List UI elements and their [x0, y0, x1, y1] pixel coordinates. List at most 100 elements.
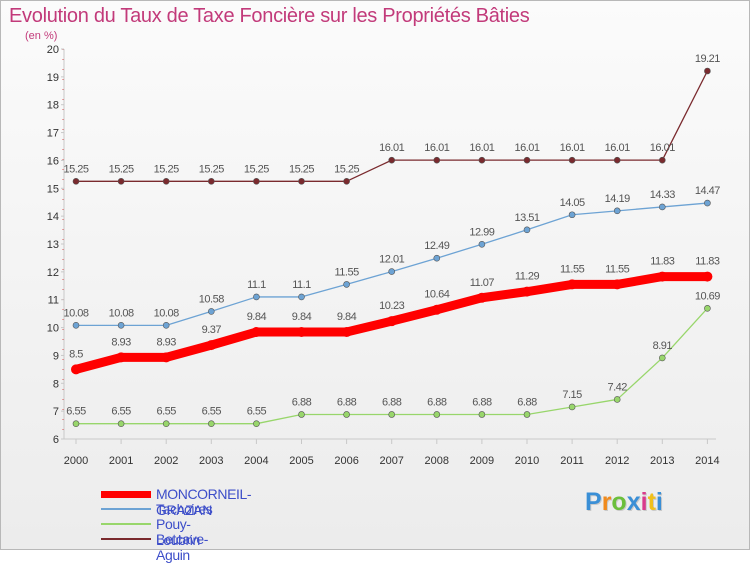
data-label: 8.93: [111, 336, 131, 348]
y-tick-label: 11: [48, 295, 59, 307]
data-label: 11.55: [605, 263, 630, 275]
data-point: [341, 327, 352, 338]
x-tick-label: 2008: [425, 455, 449, 467]
data-label: 16.01: [650, 142, 675, 154]
data-point: [343, 411, 350, 418]
data-label: 16.01: [560, 142, 585, 154]
chart-title: Evolution du Taux de Taxe Foncière sur l…: [9, 5, 530, 27]
data-point: [567, 279, 578, 290]
data-point: [613, 207, 621, 215]
data-label: 15.25: [244, 163, 269, 175]
data-point: [72, 322, 80, 329]
proxiti-logo: Proxiti: [585, 488, 663, 517]
logo-letter: x: [626, 488, 641, 516]
data-label: 6.88: [292, 396, 312, 408]
data-label: 8.5: [69, 348, 83, 360]
data-label: 12.49: [424, 240, 449, 252]
data-point: [478, 156, 486, 164]
data-label: 15.25: [289, 163, 314, 175]
data-point: [343, 178, 350, 185]
data-label: 9.37: [202, 324, 222, 336]
data-point: [208, 420, 215, 427]
data-label: 6.55: [66, 406, 86, 418]
data-point: [71, 364, 81, 375]
y-tick-label: 12: [47, 267, 59, 279]
data-label: 15.25: [109, 163, 134, 175]
data-point: [296, 327, 307, 338]
y-tick-label: 13: [47, 239, 59, 251]
data-point: [478, 411, 486, 418]
data-point: [208, 178, 215, 185]
y-tick-label: 10: [47, 323, 59, 335]
x-tick-label: 2012: [605, 455, 629, 467]
data-point: [72, 420, 80, 427]
data-point: [478, 240, 486, 248]
data-label: 10.08: [154, 307, 179, 319]
data-point: [386, 316, 397, 327]
data-point: [343, 281, 350, 288]
data-point: [162, 420, 170, 427]
y-tick-label: 15: [47, 183, 59, 195]
data-label: 10.23: [379, 300, 404, 312]
data-label: 14.05: [560, 197, 585, 209]
data-label: 6.88: [427, 396, 447, 408]
data-point: [388, 411, 396, 418]
data-point: [298, 293, 305, 301]
data-point: [613, 156, 621, 164]
data-label: 9.84: [292, 311, 312, 323]
data-point: [388, 268, 396, 275]
data-label: 11.1: [247, 279, 266, 291]
data-label: 10.69: [695, 290, 720, 302]
data-label: 10.58: [199, 293, 224, 305]
logo-letter: o: [611, 488, 627, 516]
legend-swatch-tachoires: [101, 508, 151, 510]
y-tick-label: 19: [47, 72, 59, 84]
data-label: 10.64: [424, 289, 449, 301]
data-label: 10.08: [109, 307, 134, 319]
data-label: 11.83: [695, 256, 720, 268]
data-point: [253, 293, 260, 301]
data-label: 6.55: [247, 406, 267, 418]
y-tick-label: 17: [47, 128, 59, 140]
data-point: [206, 340, 217, 351]
data-point: [253, 420, 260, 427]
data-label: 12.01: [379, 254, 404, 266]
logo-letter: i: [655, 488, 663, 516]
data-label: 11.83: [650, 256, 675, 268]
data-point: [568, 403, 576, 411]
data-label: 6.88: [337, 396, 357, 408]
data-label: 19.21: [695, 53, 720, 65]
line-chart: 6 7 8 9 10 11 12 13 14 15 16 17 18 19 20 2000 2001 2002 20…: [47, 44, 721, 467]
data-label: 11.55: [560, 263, 585, 275]
data-point: [613, 396, 621, 403]
data-point: [612, 279, 623, 290]
data-point: [704, 305, 711, 312]
data-point: [388, 156, 396, 164]
data-label: 16.01: [469, 142, 494, 154]
data-label: 8.91: [653, 340, 673, 352]
data-label: 16.01: [379, 142, 404, 154]
data-point: [117, 178, 125, 185]
x-tick-label: 2011: [560, 455, 584, 467]
data-label: 16.01: [424, 142, 449, 154]
data-label: 11.55: [334, 266, 359, 278]
data-point: [162, 322, 170, 329]
y-tick-label: 7: [53, 406, 59, 418]
x-tick-label: 2010: [515, 455, 539, 467]
logo-letter: r: [601, 488, 612, 516]
data-point: [658, 203, 666, 211]
x-tick-label: 2000: [64, 455, 88, 467]
data-point: [522, 286, 532, 297]
data-label: 11.29: [515, 271, 540, 283]
data-point: [208, 308, 215, 315]
logo-letter: P: [585, 488, 602, 516]
x-tick-label: 2003: [199, 455, 223, 467]
y-tick-label: 16: [47, 155, 59, 167]
data-point: [433, 411, 441, 418]
y-tick-label: 8: [53, 378, 59, 390]
chart-unit-label: (en %): [25, 30, 58, 42]
y-tick-label: 18: [47, 100, 59, 112]
x-tick-label: 2002: [154, 455, 178, 467]
data-point: [568, 156, 576, 164]
data-point: [704, 67, 711, 75]
